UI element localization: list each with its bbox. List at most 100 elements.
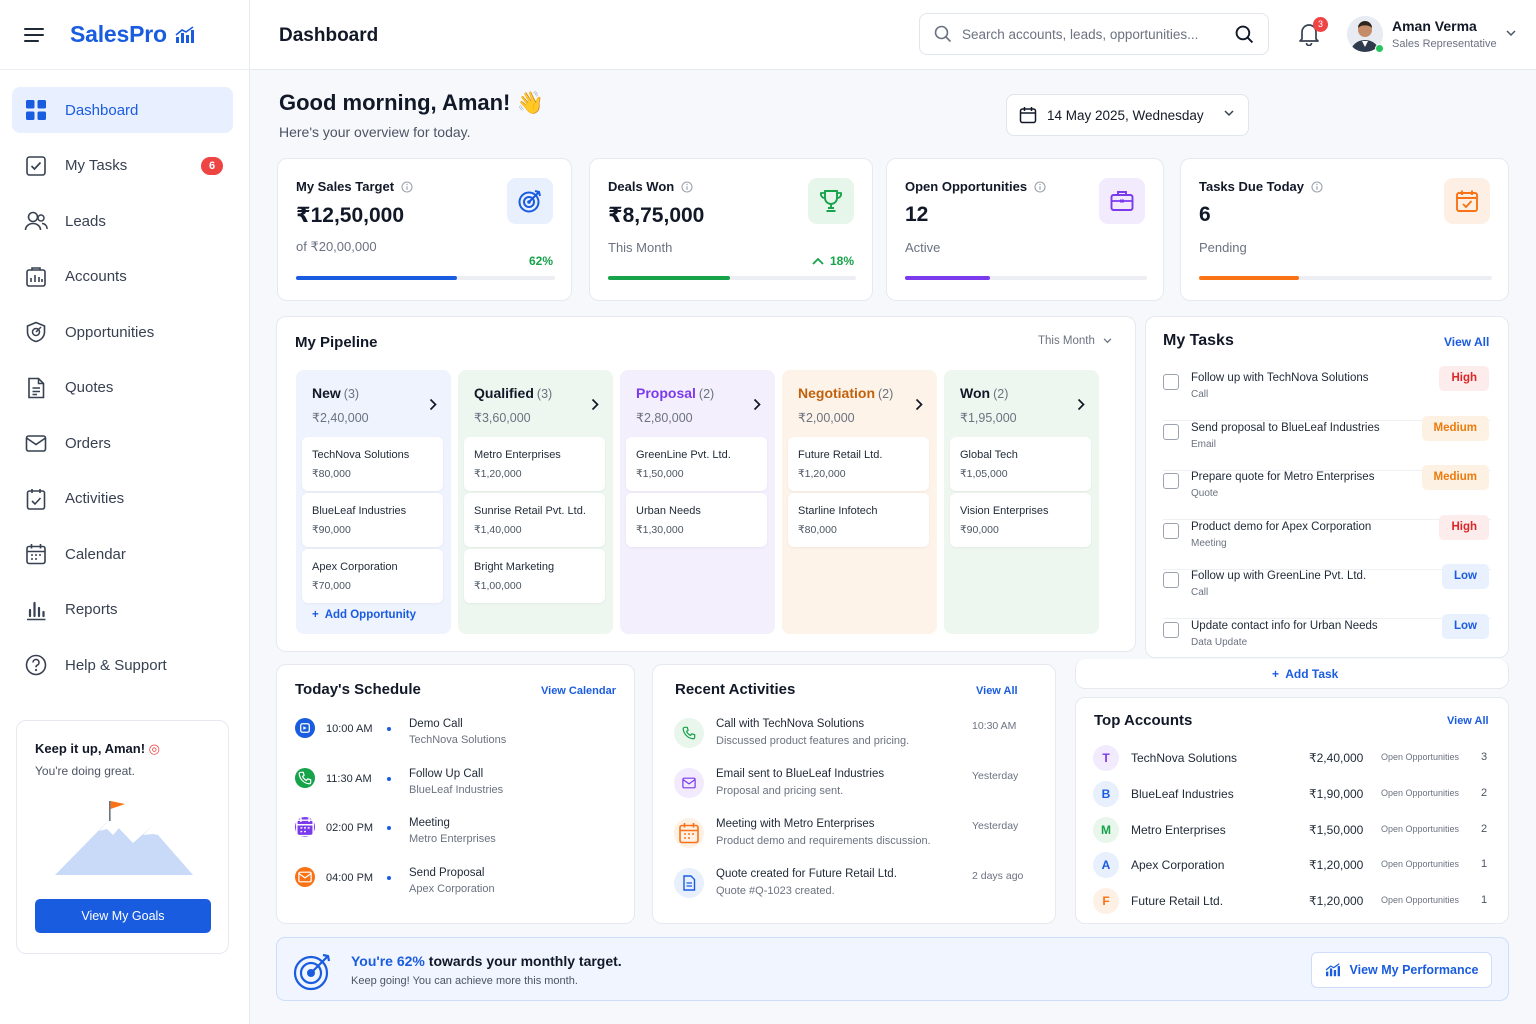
sidebar-item-label: Orders [65, 434, 111, 452]
deal-card[interactable]: GreenLine Pvt. Ltd. ₹1,50,000 [626, 437, 767, 491]
deal-card[interactable]: Metro Enterprises ₹1,20,000 [464, 437, 605, 491]
schedule-subtitle: Apex Corporation [409, 882, 495, 895]
accounts-view-all-link[interactable]: View All [1447, 715, 1489, 727]
kpi-value: 6 [1199, 203, 1211, 226]
account-row[interactable]: F Future Retail Ltd. ₹1,20,000 Open Oppo… [1093, 888, 1493, 916]
info-icon[interactable] [1311, 180, 1323, 193]
calendar-icon [1019, 107, 1037, 124]
sidebar-item-orders[interactable]: Orders [12, 420, 233, 466]
deal-card[interactable]: Urban Needs ₹1,30,000 [626, 493, 767, 547]
info-icon[interactable] [401, 180, 413, 193]
tasks-view-all-link[interactable]: View All [1444, 335, 1490, 349]
chevron-right-icon[interactable] [915, 398, 923, 411]
sidebar-item-help-support[interactable]: Help & Support [12, 642, 233, 688]
account-amount: ₹1,20,000 [1309, 858, 1364, 873]
deal-name: Future Retail Ltd. [798, 449, 883, 461]
chevron-right-icon[interactable] [429, 398, 437, 411]
sidebar-item-reports[interactable]: Reports [12, 587, 233, 633]
sidebar-item-accounts[interactable]: Accounts [12, 254, 233, 300]
briefcase-icon [1099, 178, 1145, 224]
account-row[interactable]: T TechNova Solutions ₹2,40,000 Open Oppo… [1093, 745, 1493, 773]
sidebar-item-opportunities[interactable]: Opportunities [12, 309, 233, 355]
sidebar-item-leads[interactable]: Leads [12, 198, 233, 244]
sidebar-item-my-tasks[interactable]: My Tasks 6 [12, 143, 233, 189]
schedule-item[interactable]: 11:30 AM Follow Up Call BlueLeaf Industr… [295, 767, 615, 808]
sidebar-item-quotes[interactable]: Quotes [12, 365, 233, 411]
sidebar-item-label: Help & Support [65, 656, 167, 674]
add-opportunity-button[interactable]: + Add Opportunity [312, 609, 417, 621]
task-type: Data Update [1191, 637, 1248, 648]
sidebar-item-dashboard[interactable]: Dashboard [12, 87, 233, 133]
info-icon[interactable] [1034, 180, 1046, 193]
sidebar-item-calendar[interactable]: Calendar [12, 531, 233, 577]
task-checkbox[interactable] [1163, 473, 1179, 490]
deal-card[interactable]: Future Retail Ltd. ₹1,20,000 [788, 437, 929, 491]
deal-card[interactable]: Vision Enterprises ₹90,000 [950, 493, 1091, 547]
add-task-button[interactable]: + Add Task [1272, 667, 1339, 681]
search-submit-icon[interactable] [1235, 25, 1254, 44]
view-my-goals-button[interactable]: View My Goals [35, 899, 211, 933]
tasks-due-today-card: Tasks Due Today 6 Pending [1180, 158, 1509, 301]
search-input[interactable] [962, 26, 1212, 42]
leads-icon [24, 209, 48, 233]
kpi-title: Tasks Due Today [1199, 179, 1323, 194]
task-checkbox[interactable] [1163, 423, 1179, 440]
deal-card[interactable]: Apex Corporation ₹70,000 [302, 549, 443, 603]
notification-count-badge: 3 [1313, 17, 1328, 32]
user-role: Sales Representative [1392, 38, 1497, 50]
deal-card[interactable]: BlueLeaf Industries ₹90,000 [302, 493, 443, 547]
help-icon [24, 653, 48, 677]
banner-subtitle: Keep going! You can achieve more this mo… [351, 975, 578, 987]
schedule-item[interactable]: 04:00 PM Send Proposal Apex Corporation [295, 866, 615, 907]
task-type: Call [1191, 389, 1209, 400]
pipeline-period-filter[interactable]: This Month [1038, 335, 1112, 347]
chevron-right-icon[interactable] [753, 398, 761, 411]
activity-time: 10:30 AM [972, 720, 1017, 732]
chevron-right-icon[interactable] [1077, 398, 1085, 411]
activities-view-all-link[interactable]: View All [976, 685, 1018, 697]
deal-card[interactable]: Starline Infotech ₹80,000 [788, 493, 929, 547]
chevron-down-icon[interactable] [1506, 30, 1516, 37]
top-accounts-card [1075, 697, 1509, 924]
schedule-item[interactable]: 02:00 PM Meeting Metro Enterprises [295, 817, 615, 857]
deal-card[interactable]: Bright Marketing ₹1,00,000 [464, 549, 605, 603]
task-checkbox[interactable] [1163, 572, 1179, 589]
hamburger-menu-icon[interactable] [24, 27, 46, 43]
account-row[interactable]: A Apex Corporation ₹1,20,000 Open Opport… [1093, 852, 1493, 880]
sidebar-item-activities[interactable]: Activities [12, 476, 233, 522]
activity-item[interactable]: Email sent to BlueLeaf Industries Propos… [674, 768, 1034, 808]
chevron-right-icon[interactable] [591, 398, 599, 411]
activity-time: Yesterday [972, 820, 1019, 832]
app-logo-text: SalesPro [70, 21, 167, 47]
info-icon[interactable] [681, 180, 693, 193]
pipeline-stage-new: New (3) ₹2,40,000 TechNova Solutions ₹80,… [296, 370, 451, 634]
task-checkbox[interactable] [1163, 374, 1179, 390]
schedule-item[interactable]: 10:00 AM Demo Call TechNova Solutions [295, 718, 615, 758]
activity-item[interactable]: Quote created for Future Retail Ltd. Quo… [674, 868, 1034, 908]
deal-card[interactable]: Sunrise Retail Pvt. Ltd. ₹1,40,000 [464, 493, 605, 547]
global-search [919, 13, 1269, 55]
task-item: Prepare quote for Metro Enterprises Quot… [1163, 465, 1491, 521]
account-amount: ₹2,40,000 [1309, 751, 1364, 765]
deal-card[interactable]: Global Tech ₹1,05,000 [950, 437, 1091, 491]
task-checkbox[interactable] [1163, 622, 1179, 638]
sidebar-item-label: Accounts [65, 268, 127, 285]
deal-card[interactable]: TechNova Solutions ₹80,000 [302, 437, 443, 491]
notification-bell-icon[interactable] [1298, 22, 1320, 46]
banner-title: You're 62% towards your monthly target. [351, 953, 622, 969]
account-row[interactable]: M Metro Enterprises ₹1,50,000 Open Oppor… [1093, 816, 1493, 845]
task-checkbox[interactable] [1163, 522, 1179, 539]
view-calendar-link[interactable]: View Calendar [541, 685, 616, 697]
deal-amount: ₹1,00,000 [474, 580, 522, 592]
account-amount: ₹1,20,000 [1309, 894, 1364, 909]
performance-chart-icon [1325, 963, 1340, 977]
open-opportunities-label: Open Opportunities [1381, 823, 1460, 834]
activity-item[interactable]: Meeting with Metro Enterprises Product d… [674, 818, 1034, 858]
activity-item[interactable]: Call with TechNova Solutions Discussed p… [674, 718, 1034, 758]
view-my-performance-button[interactable]: View My Performance [1311, 952, 1492, 988]
target-emoji-icon: ◎ [148, 741, 160, 756]
account-row[interactable]: B BlueLeaf Industries ₹1,90,000 Open Opp… [1093, 780, 1493, 809]
date-selector[interactable]: 14 May 2025, Wednesday [1006, 94, 1249, 136]
user-avatar[interactable] [1347, 16, 1383, 52]
greeting-subtitle: Here's your overview for today. [279, 124, 471, 140]
